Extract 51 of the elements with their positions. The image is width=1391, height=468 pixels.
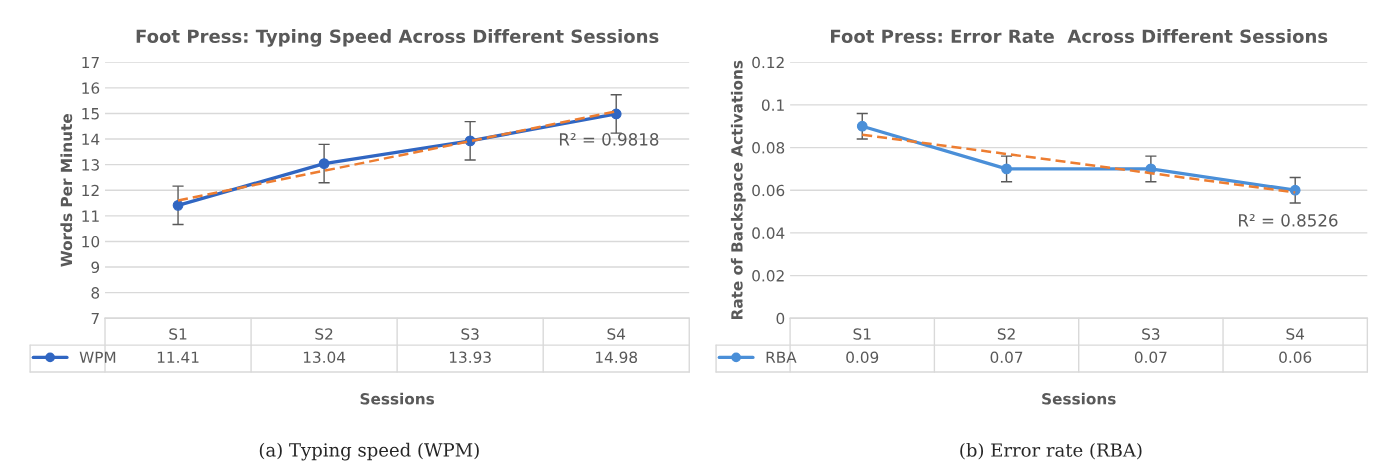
x-tick-label: S4	[607, 328, 626, 340]
data-label: 0.09	[846, 351, 879, 363]
x-tick-label: S4	[1286, 328, 1305, 340]
x-tick-label: S1	[169, 328, 187, 340]
y-tick-label: 0.02	[752, 270, 784, 282]
x-tick-label: S3	[1142, 328, 1160, 340]
y-axis-title: Rate of Backspace Activations	[730, 60, 746, 320]
x-axis-title: Sessions	[360, 392, 435, 405]
y-tick-label: 17	[82, 56, 99, 69]
x-tick-label: S2	[997, 328, 1015, 340]
y-tick-label: 0.06	[752, 184, 785, 197]
y-tick-label: 11	[82, 210, 99, 222]
chart-title: Foot Press: Error Rate Across Different Sessions	[831, 29, 1328, 44]
x-tick-label: S2	[315, 328, 333, 340]
text: (b) Error rate (RBA)	[960, 442, 1142, 460]
x-axis-title: Sessions	[1042, 392, 1116, 405]
y-tick-label: 14	[82, 133, 100, 145]
data-label: 11.41	[157, 351, 199, 363]
y-tick-label: 9	[91, 261, 100, 274]
y-tick-label: 15	[82, 108, 99, 120]
chart-title: Foot Press: Typing Speed Across Different Sessions	[136, 29, 659, 47]
annotation: R² = 0.9818	[559, 133, 659, 146]
point	[318, 158, 330, 169]
data-label: 0.07	[990, 351, 1023, 363]
data-label: 14.98	[596, 351, 638, 363]
y-tick-label: 13	[82, 159, 99, 171]
annotation: R² = 0.8526	[1239, 214, 1338, 227]
y-tick-label: 8	[91, 287, 100, 299]
y-tick-label: 0.12	[752, 56, 784, 69]
y-tick-label: 0	[776, 312, 785, 325]
y-tick-label: 10	[82, 235, 100, 248]
point	[856, 120, 868, 132]
data-label: 0.06	[1279, 351, 1312, 363]
x-tick-label: S1	[853, 328, 871, 340]
point	[172, 199, 184, 211]
legend-label: RBA	[766, 351, 797, 363]
y-tick-label: 0.04	[752, 227, 785, 239]
x-tick-label: S3	[461, 328, 479, 340]
legend-label: WPM	[79, 351, 116, 363]
point	[1001, 163, 1012, 175]
data-label: 13.04	[303, 351, 346, 363]
text: (a) Typing speed (WPM)	[259, 442, 479, 461]
y-tick-label: 0.1	[761, 99, 784, 111]
y-axis-title: Words Per Minute	[60, 114, 73, 267]
point	[1289, 184, 1301, 196]
y-tick-label: 7	[91, 312, 99, 325]
y-tick-label: 16	[82, 82, 100, 94]
y-tick-label: 12	[82, 184, 99, 197]
data-label: 13.93	[449, 351, 491, 363]
data-label: 0.07	[1134, 351, 1167, 363]
y-tick-label: 0.08	[752, 142, 785, 154]
